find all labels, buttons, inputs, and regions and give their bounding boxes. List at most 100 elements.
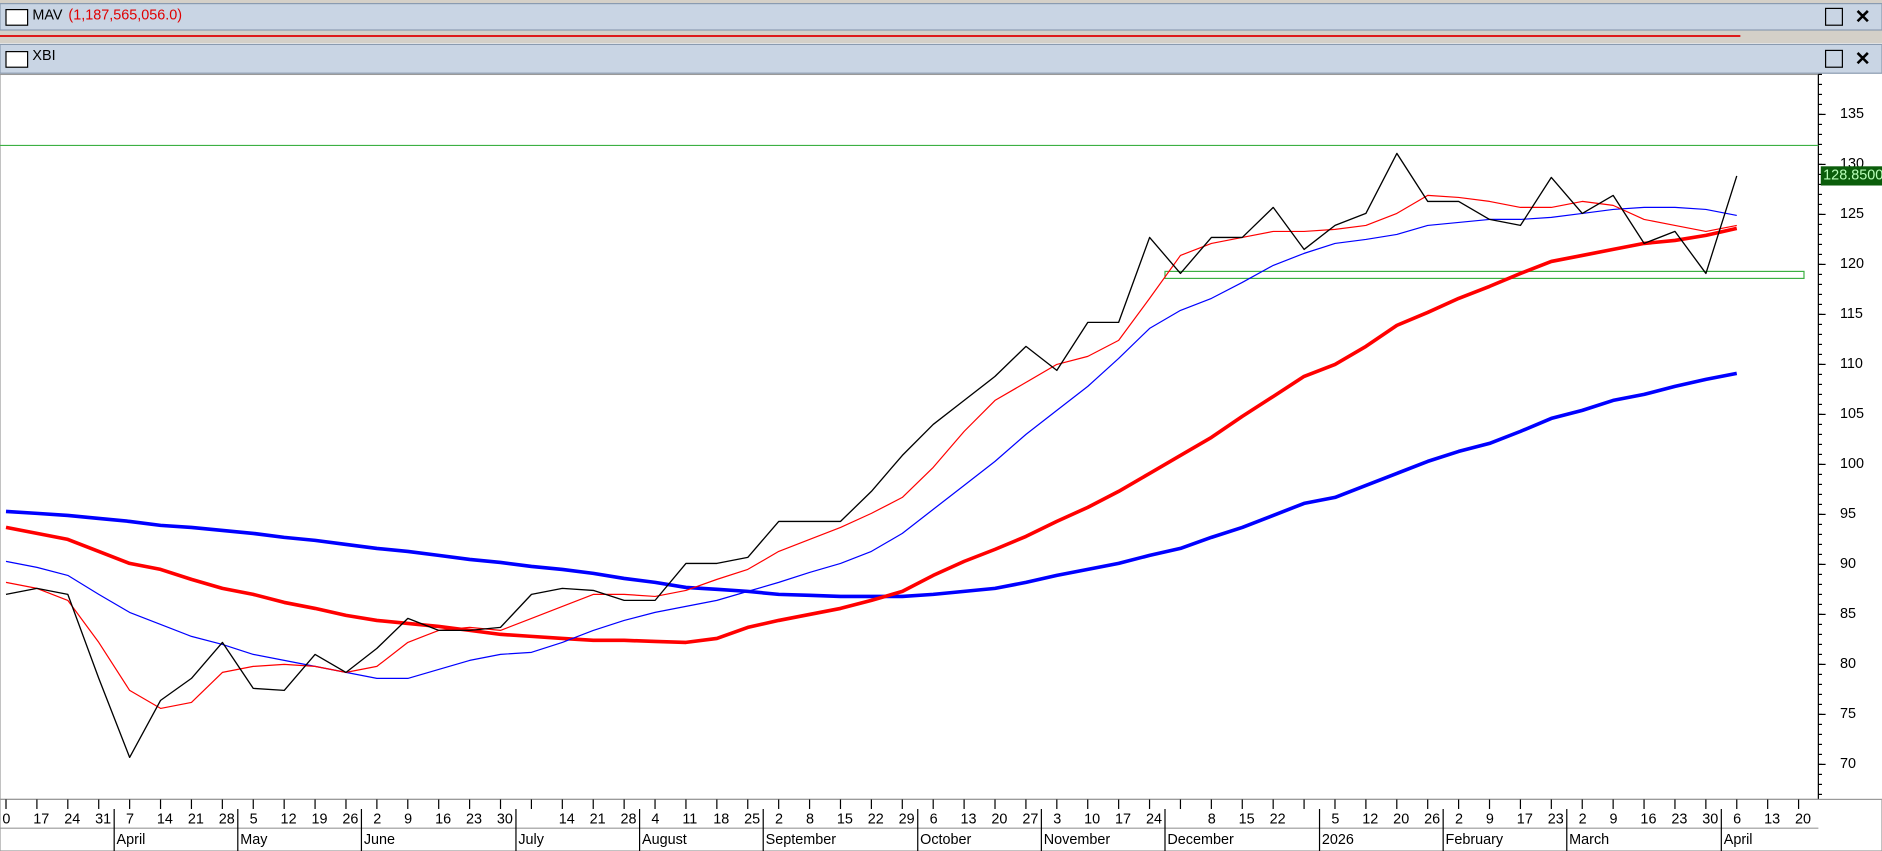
x-tick-label: 14 [559, 812, 575, 828]
price-line [5, 194, 1737, 710]
y-tick-label: 120 [1840, 256, 1864, 272]
month-label: May [240, 832, 268, 848]
y-tick-label: 135 [1840, 106, 1864, 122]
x-tick-label: 0 [2, 812, 10, 828]
x-tick-label: 28 [219, 812, 235, 828]
y-tick-label: 105 [1840, 406, 1864, 422]
y-tick-label: 95 [1840, 506, 1856, 522]
x-tick-label: 4 [651, 812, 659, 828]
x-tick-label: 5 [1331, 812, 1339, 828]
x-tick-label: 2 [1455, 812, 1463, 828]
x-tick-label: 16 [435, 812, 451, 828]
last-price-label: 128.8500 [1823, 168, 1882, 184]
y-tick-label: 125 [1840, 206, 1864, 222]
month-label: July [518, 832, 544, 848]
x-tick-label: 21 [188, 812, 204, 828]
x-tick-label: 20 [991, 812, 1007, 828]
x-tick-label: 25 [744, 812, 760, 828]
month-label: 2026 [1322, 832, 1354, 848]
x-tick-label: 10 [1084, 812, 1100, 828]
volume-title: MAV [32, 7, 63, 23]
x-tick-label: 21 [590, 812, 606, 828]
x-tick-label: 9 [1610, 812, 1618, 828]
x-tick-label: 24 [1146, 812, 1162, 828]
chart-title: XBI [32, 48, 55, 64]
x-tick-label: 2 [373, 812, 381, 828]
x-tick-label: 15 [837, 812, 853, 828]
price-line [5, 226, 1738, 645]
x-tick-label: 9 [1486, 812, 1494, 828]
x-tick-label: 6 [1733, 812, 1741, 828]
x-tick-label: 16 [1640, 812, 1656, 828]
maximize-button[interactable] [1824, 49, 1843, 68]
y-tick-label: 75 [1840, 706, 1856, 722]
x-tick-label: 13 [961, 812, 977, 828]
month-label: June [364, 832, 395, 848]
x-tick-label: 30 [497, 812, 513, 828]
month-label: September [766, 832, 837, 848]
price-line [5, 152, 1738, 759]
x-tick-label: 23 [1548, 812, 1564, 828]
x-tick-label: 26 [342, 812, 358, 828]
x-tick-label: 23 [1671, 812, 1687, 828]
x-tick-label: 26 [1424, 812, 1440, 828]
x-tick-label: 8 [1208, 812, 1216, 828]
x-tick-label: 17 [1517, 812, 1533, 828]
month-label: April [117, 832, 146, 848]
window-icon [5, 51, 29, 68]
month-label: October [920, 832, 971, 848]
x-tick-label: 9 [404, 812, 412, 828]
x-tick-label: 22 [868, 812, 884, 828]
maximize-button[interactable] [1824, 7, 1843, 26]
y-tick-label: 70 [1840, 756, 1856, 772]
x-tick-label: 31 [95, 812, 111, 828]
x-tick-label: 28 [621, 812, 637, 828]
price-line [5, 371, 1738, 599]
x-tick-label: 11 [682, 812, 697, 828]
close-button[interactable]: ✕ [1855, 7, 1871, 28]
x-tick-label: 8 [806, 812, 814, 828]
x-tick-label: 30 [1702, 812, 1718, 828]
x-tick-label: 17 [33, 812, 49, 828]
x-tick-label: 29 [899, 812, 915, 828]
x-tick-label: 18 [713, 812, 729, 828]
x-tick-label: 27 [1022, 812, 1038, 828]
x-tick-label: 19 [311, 812, 327, 828]
x-tick-label: 12 [281, 812, 297, 828]
x-tick-label: 22 [1270, 812, 1286, 828]
x-tick-label: 12 [1362, 812, 1378, 828]
price-line [5, 206, 1737, 679]
x-tick-label: 17 [1115, 812, 1131, 828]
x-tick-label: 7 [126, 812, 134, 828]
support-zone [1164, 270, 1805, 280]
month-label: April [1724, 832, 1753, 848]
month-label: December [1167, 832, 1234, 848]
volume-title-bar [0, 3, 1882, 31]
x-tick-label: 3 [1053, 812, 1061, 828]
x-tick-label: 2 [775, 812, 783, 828]
y-tick-label: 100 [1840, 456, 1864, 472]
y-tick-label: 115 [1840, 306, 1863, 322]
last-price-tag [1820, 166, 1882, 186]
x-tick-label: 20 [1393, 812, 1409, 828]
plot-area [0, 73, 1819, 800]
x-tick-label: 14 [157, 812, 173, 828]
x-tick-label: 24 [64, 812, 80, 828]
close-button[interactable]: ✕ [1855, 49, 1871, 70]
x-tick-label: 20 [1795, 812, 1811, 828]
price-axis [1818, 74, 1882, 800]
date-axis [0, 798, 1882, 851]
y-tick-label: 85 [1840, 606, 1856, 622]
window-icon [5, 9, 29, 26]
y-tick-label: 80 [1840, 656, 1856, 672]
month-label: February [1446, 832, 1504, 848]
y-tick-label: 90 [1840, 556, 1856, 572]
month-label: August [642, 832, 687, 848]
x-tick-label: 5 [250, 812, 258, 828]
x-tick-label: 23 [466, 812, 482, 828]
x-tick-label: 6 [930, 812, 938, 828]
month-label: November [1044, 832, 1111, 848]
volume-value: (1,187,565,056.0) [68, 7, 182, 23]
